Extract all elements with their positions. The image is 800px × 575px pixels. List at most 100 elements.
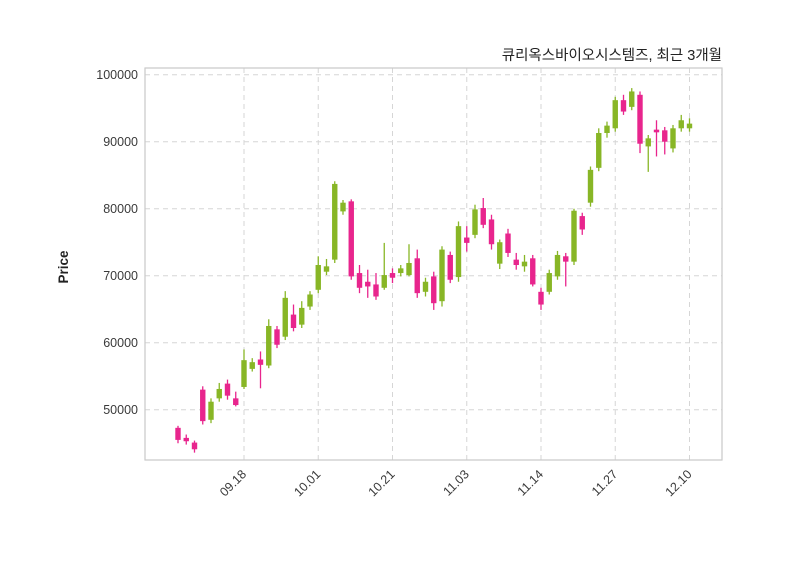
candle-up	[340, 200, 346, 215]
candle-down	[200, 386, 206, 425]
candle-down	[653, 120, 660, 157]
candle-down	[365, 269, 371, 298]
candle-body	[480, 208, 486, 225]
candle-up	[406, 244, 412, 277]
candle-body	[315, 265, 321, 290]
candle-body	[538, 291, 544, 305]
candle-up	[629, 88, 635, 111]
candle-body	[200, 389, 206, 422]
candle-down	[274, 325, 280, 349]
y-tick-label: 70000	[103, 269, 138, 283]
candle-down	[637, 91, 643, 154]
candle-down	[538, 287, 544, 310]
candle-up	[645, 135, 651, 172]
candle-up	[249, 358, 255, 372]
candle-body	[587, 169, 594, 203]
candle-body	[521, 261, 528, 267]
x-tick-label: 10.01	[291, 467, 323, 499]
candle-body	[513, 259, 519, 266]
candle-body	[365, 281, 371, 287]
candle-up	[670, 124, 676, 153]
candle-down	[356, 265, 363, 294]
candle-down	[620, 94, 627, 115]
candle-body	[208, 401, 214, 420]
candle-body	[340, 202, 346, 212]
candle-up	[241, 349, 247, 389]
candle-body	[653, 129, 660, 133]
y-tick-label: 90000	[103, 135, 138, 149]
candle-up	[381, 242, 387, 290]
candle-body	[191, 442, 198, 450]
candle-body	[439, 249, 445, 302]
x-tick-label: 11.14	[515, 467, 546, 498]
y-tick-label: 80000	[103, 202, 138, 216]
candle-body	[645, 138, 651, 147]
candle-down	[563, 252, 569, 287]
candle-down	[431, 271, 437, 310]
candle-up	[587, 166, 594, 207]
candle-body	[233, 398, 239, 406]
candle-body	[414, 258, 420, 294]
x-tick-label: 10.21	[366, 467, 398, 499]
candle-up	[472, 204, 478, 239]
x-tick-label: 11.27	[589, 467, 620, 498]
candle-body	[274, 329, 280, 345]
candle-body	[579, 216, 585, 230]
candle-body	[356, 273, 363, 288]
plot-border	[144, 67, 723, 461]
candle-body	[497, 242, 503, 264]
candle-body	[596, 132, 602, 168]
candle-down	[175, 425, 181, 444]
candle-down	[464, 226, 470, 252]
candle-down	[348, 199, 354, 280]
candle-body	[299, 307, 305, 325]
candle-body	[488, 219, 495, 245]
candle-up	[307, 291, 313, 310]
candle-down	[662, 126, 668, 155]
candle-body	[620, 100, 627, 112]
candle-body	[455, 226, 462, 278]
candle-body	[241, 360, 247, 387]
candle-body	[422, 281, 429, 292]
candle-body	[505, 233, 511, 253]
candle-up	[521, 254, 528, 272]
candle-down	[447, 251, 453, 284]
candle-body	[612, 100, 618, 129]
candle-body	[373, 284, 379, 297]
x-tick-label: 09.18	[217, 467, 249, 499]
candle-up	[686, 118, 693, 132]
candle-body	[554, 254, 561, 277]
candle-up	[216, 382, 222, 402]
candle-body	[678, 120, 684, 129]
candle-body	[629, 91, 635, 107]
candle-up	[282, 291, 288, 341]
candle-down	[414, 249, 420, 298]
candle-body	[348, 201, 354, 277]
candle-down	[480, 197, 486, 229]
gridlines	[145, 68, 722, 460]
y-tick-label: 60000	[103, 336, 138, 350]
candle-up	[604, 121, 610, 138]
candle-body	[637, 94, 643, 144]
candle-up	[546, 269, 552, 295]
y-tick-label: 100000	[96, 68, 138, 82]
candle-body	[662, 130, 668, 142]
candle-body	[175, 427, 181, 440]
candle-body	[183, 437, 189, 442]
candle-down	[579, 212, 585, 235]
candle-up	[299, 301, 305, 328]
candle-body	[530, 258, 536, 285]
y-axis-ticks: 50000 60000 70000 80000 90000 100000	[96, 68, 138, 417]
candle-body	[224, 383, 231, 396]
candle-down	[389, 268, 396, 284]
candle-down	[257, 351, 264, 389]
candle-up	[455, 221, 462, 282]
candle-up	[612, 96, 618, 132]
candle-down	[191, 440, 198, 453]
candle-down	[233, 391, 239, 407]
candle-body	[571, 210, 577, 262]
candle-down	[224, 379, 231, 400]
candle-body	[323, 266, 330, 272]
